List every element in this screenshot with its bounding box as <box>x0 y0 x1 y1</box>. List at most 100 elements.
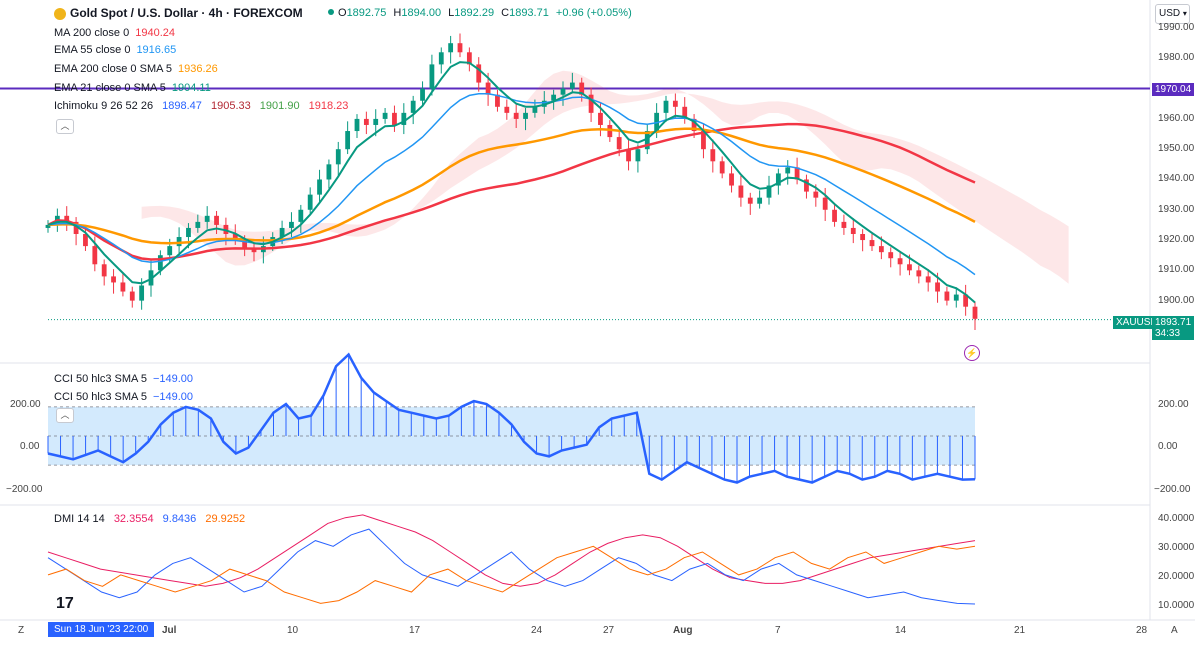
zoom-corner-right[interactable]: A <box>1171 625 1178 636</box>
close-label: C <box>501 7 510 19</box>
candle-body <box>279 227 285 238</box>
crosshair-date-badge: Sun 18 Jun '23 22:00 <box>48 622 155 637</box>
price-tick: 1940.00 <box>1158 173 1195 185</box>
collapse-legend-button[interactable]: ︿ <box>56 119 74 134</box>
legend-ma200[interactable]: MA 200 close 0 1940.24 <box>54 26 181 40</box>
candle-body <box>438 52 444 65</box>
open-label: O <box>338 7 347 19</box>
legend-dmi[interactable]: DMI 14 14 32.3554 9.8436 29.9252 <box>54 512 251 526</box>
candle-body <box>729 173 734 186</box>
candle-body <box>935 282 940 292</box>
candle-body <box>804 179 809 192</box>
legend-ichimoku[interactable]: Ichimoku 9 26 52 26 1898.47 1905.33 1901… <box>54 99 354 113</box>
candle-body <box>64 215 70 222</box>
candle-body <box>476 64 482 83</box>
price-tick: 1900.00 <box>1158 294 1195 306</box>
candle-body <box>373 118 379 125</box>
legend-ema55[interactable]: EMA 55 close 0 1916.65 <box>54 43 182 57</box>
currency-selector[interactable]: USD ▾ <box>1155 4 1190 24</box>
candle-body <box>139 285 145 301</box>
candle-body <box>972 306 978 319</box>
legend-value-plus-di: 9.8436 <box>162 513 197 525</box>
candle-body <box>888 252 894 259</box>
candle-body <box>682 106 688 119</box>
dmi-tick: 10.0000 <box>1158 600 1195 611</box>
ema21-line <box>47 61 976 304</box>
high-label: H <box>393 7 402 19</box>
legend-ema200[interactable]: EMA 200 close 0 SMA 5 1936.26 <box>54 62 224 76</box>
candle-body <box>701 131 706 150</box>
cci-tick-left: 200.00 <box>10 399 41 410</box>
candle-body <box>204 215 210 222</box>
zoom-corner-left[interactable]: Z <box>18 625 25 636</box>
candle-body <box>410 100 416 113</box>
price-tick: 1930.00 <box>1158 203 1195 215</box>
candle-body <box>214 215 219 225</box>
tradingview-logo[interactable]: 17 <box>56 595 74 612</box>
candle-body <box>691 118 697 132</box>
candle-body <box>869 240 875 247</box>
candle-body <box>420 88 425 101</box>
candle-body <box>157 255 163 271</box>
time-label: 21 <box>1014 625 1026 636</box>
dmi-adx-line <box>47 514 976 587</box>
legend-value: −149.00 <box>152 373 194 385</box>
candle-body <box>635 149 641 162</box>
candle-body <box>560 88 566 95</box>
candle-body <box>907 264 912 271</box>
symbol-tag: XAUUSD <box>1113 316 1161 329</box>
candle-body <box>392 112 397 125</box>
candle-body <box>532 106 538 113</box>
low-label: L <box>448 7 455 19</box>
time-label: Aug <box>673 625 693 636</box>
legend-label: EMA 55 close 0 <box>54 44 131 56</box>
bar-countdown: 34:33 <box>1155 328 1181 339</box>
candle-body <box>504 106 510 113</box>
candle-body <box>878 246 884 253</box>
last-price: 1893.71 <box>1155 317 1192 328</box>
dmi-tick: 40.0000 <box>1158 513 1195 524</box>
legend-cci-1[interactable]: CCI 50 hlc3 SMA 5 −149.00 <box>54 372 199 386</box>
legend-label: DMI 14 14 <box>54 513 105 525</box>
low-value: 1892.29 <box>454 7 495 19</box>
horizontal-line-price-tag: 1970.04 <box>1152 83 1195 96</box>
candle-body <box>672 100 678 107</box>
collapse-cci-legend-button[interactable]: ︿ <box>56 408 74 423</box>
candle-body <box>401 112 407 125</box>
price-tick: 1990.00 <box>1158 22 1195 34</box>
candle-body <box>747 197 753 204</box>
candle-body <box>813 191 819 198</box>
candle-body <box>953 294 959 301</box>
candle-body <box>663 100 669 113</box>
legend-value: 1936.26 <box>178 63 218 75</box>
cci-tick-right: −200.00 <box>1154 484 1191 495</box>
time-label: 27 <box>603 625 615 636</box>
candle-body <box>186 227 191 238</box>
lightning-icon[interactable]: ⚡ <box>964 345 980 361</box>
legend-label: CCI 50 hlc3 SMA 5 <box>54 373 147 385</box>
dmi-tick: 30.0000 <box>1158 542 1195 553</box>
legend-value: 1916.65 <box>136 44 177 56</box>
legend-cci-2[interactable]: CCI 50 hlc3 SMA 5 −149.00 <box>54 390 199 404</box>
candle-body <box>850 227 856 234</box>
ma200-line <box>47 122 976 261</box>
time-label: Jul <box>162 625 177 636</box>
candle-body <box>822 197 828 210</box>
open-value: 1892.75 <box>346 7 387 19</box>
price-tick: 1980.00 <box>1158 52 1195 64</box>
candle-body <box>626 149 631 162</box>
candle-body <box>916 270 922 277</box>
legend-ema21[interactable]: EMA 21 close 0 SMA 5 1904.11 <box>54 81 217 95</box>
legend-value: 1905.33 <box>210 100 251 112</box>
candle-body <box>83 234 88 247</box>
candle-body <box>963 294 969 307</box>
symbol-title[interactable]: Gold Spot / U.S. Dollar · 4h · FOREXCOM <box>70 6 303 20</box>
legend-value-minus-di: 29.9252 <box>205 513 246 525</box>
candle-body <box>298 209 304 222</box>
time-label: 7 <box>775 625 781 636</box>
candle-body <box>598 112 603 125</box>
candle-body <box>45 224 51 228</box>
candle-body <box>363 118 369 125</box>
high-value: 1894.00 <box>401 7 442 19</box>
